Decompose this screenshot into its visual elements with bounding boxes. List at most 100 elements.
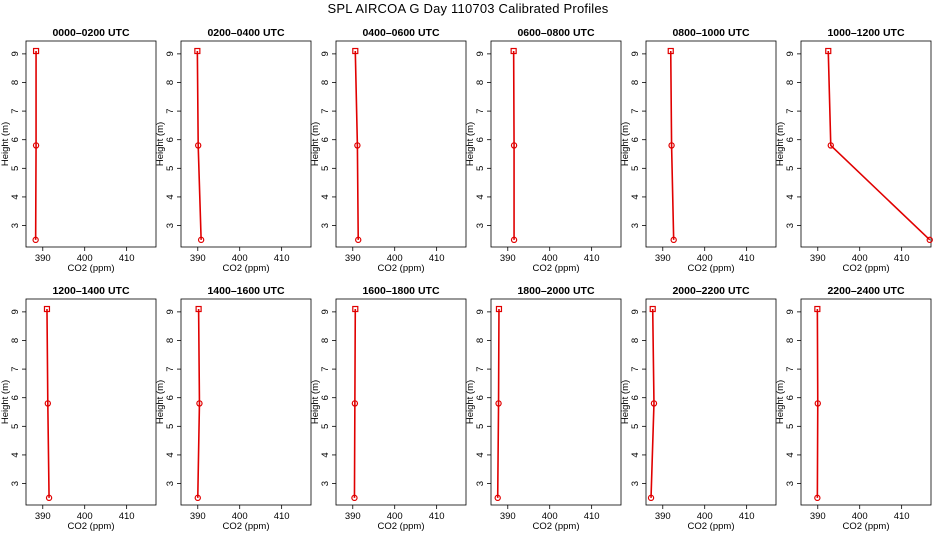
- x-tick-label-10-390: 390: [655, 511, 671, 522]
- y-tick-label-4-4: 4: [630, 194, 641, 199]
- panel-title-7: 1400–1600 UTC: [207, 285, 284, 297]
- y-tick-label-2-7: 7: [320, 108, 331, 113]
- y-tick-label-8-5: 5: [320, 424, 331, 429]
- profile-line-9: [496, 309, 500, 498]
- panel-title-4: 0800–1000 UTC: [672, 27, 749, 39]
- data-point-5-0: [926, 236, 933, 244]
- x-tick-label-6-390: 390: [35, 511, 51, 522]
- y-tick-label-5-4: 4: [785, 194, 796, 199]
- y-axis-label-3: Height (m): [465, 122, 476, 166]
- profile-line-5: [827, 50, 931, 241]
- y-tick-label-4-8: 8: [630, 80, 641, 85]
- y-tick-label-9-5: 5: [475, 424, 486, 429]
- y-tick-label-10-4: 4: [630, 452, 641, 457]
- y-tick-label-5-6: 6: [785, 137, 796, 142]
- x-tick-label-0-400: 400: [77, 253, 93, 264]
- data-point-6-2: [43, 305, 51, 313]
- y-tick-label-10-5: 5: [630, 424, 641, 429]
- y-tick-label-6-8: 8: [10, 338, 21, 343]
- data-point-4-2: [667, 47, 674, 55]
- y-tick-label-5-3: 3: [785, 223, 796, 228]
- x-tick-label-8-410: 410: [429, 511, 445, 522]
- x-axis-label-2: CO2 (ppm): [378, 263, 425, 274]
- x-tick-label-7-390: 390: [190, 511, 206, 522]
- data-point-0-0: [32, 236, 39, 244]
- y-tick-label-8-3: 3: [320, 481, 331, 486]
- y-tick-label-2-4: 4: [320, 194, 331, 199]
- y-axis-label-2: Height (m): [310, 122, 321, 166]
- y-tick-label-7-8: 8: [165, 338, 176, 343]
- y-tick-label-11-4: 4: [785, 452, 796, 457]
- y-tick-label-6-7: 7: [10, 366, 21, 371]
- x-tick-label-5-410: 410: [894, 253, 910, 264]
- profile-line-8: [353, 309, 357, 498]
- plot-frame-11: [800, 298, 932, 506]
- panel-title-3: 0600–0800 UTC: [517, 27, 594, 39]
- data-point-6-0: [45, 494, 53, 502]
- y-tick-label-11-3: 3: [785, 481, 796, 486]
- data-point-3-0: [510, 236, 518, 244]
- plot-frame-6: [25, 298, 157, 506]
- x-tick-label-9-410: 410: [584, 511, 600, 522]
- panel-title-5: 1000–1200 UTC: [827, 27, 904, 39]
- y-tick-label-6-3: 3: [10, 481, 21, 486]
- data-point-2-1: [354, 142, 361, 149]
- x-tick-label-4-400: 400: [697, 253, 713, 264]
- x-axis-label-6: CO2 (ppm): [68, 521, 115, 532]
- x-tick-label-6-410: 410: [119, 511, 135, 522]
- y-axis-label-10: Height (m): [620, 380, 631, 424]
- x-axis-label-7: CO2 (ppm): [223, 521, 270, 532]
- y-tick-label-9-6: 6: [475, 395, 486, 400]
- x-tick-label-2-390: 390: [345, 253, 361, 264]
- x-tick-label-11-410: 410: [894, 511, 910, 522]
- y-tick-label-10-6: 6: [630, 395, 641, 400]
- plot-frame-4: [645, 40, 777, 248]
- y-tick-label-2-8: 8: [320, 80, 331, 85]
- y-tick-label-3-8: 8: [475, 80, 486, 85]
- panel-title-0: 0000–0200 UTC: [52, 27, 129, 39]
- y-tick-label-2-3: 3: [320, 223, 331, 228]
- data-point-8-0: [351, 494, 358, 502]
- y-tick-label-1-9: 9: [165, 51, 176, 56]
- x-tick-label-4-410: 410: [739, 253, 755, 264]
- data-point-11-0: [814, 494, 821, 502]
- profile-line-7: [196, 309, 201, 498]
- y-tick-label-7-9: 9: [165, 309, 176, 314]
- x-axis-label-3: CO2 (ppm): [533, 263, 580, 274]
- x-axis-label-0: CO2 (ppm): [68, 263, 115, 274]
- profile-line-10: [650, 308, 655, 498]
- y-tick-label-5-9: 9: [785, 51, 796, 56]
- y-tick-label-11-6: 6: [785, 395, 796, 400]
- plot-frame-9: [490, 298, 622, 506]
- y-axis-label-1: Height (m): [155, 122, 166, 166]
- y-tick-label-1-4: 4: [165, 194, 176, 199]
- plot-frame-7: [180, 298, 312, 506]
- data-point-0-1: [32, 142, 40, 149]
- profile-line-4: [669, 51, 675, 240]
- y-tick-label-0-4: 4: [10, 194, 21, 199]
- y-axis-label-5: Height (m): [775, 122, 786, 166]
- x-tick-label-4-390: 390: [655, 253, 671, 264]
- x-tick-label-9-390: 390: [500, 511, 516, 522]
- data-point-5-2: [825, 47, 832, 55]
- plot-frame-5: [800, 40, 932, 248]
- data-point-1-0: [197, 236, 205, 244]
- y-tick-label-4-6: 6: [630, 137, 641, 142]
- data-point-8-1: [351, 400, 359, 407]
- x-axis-label-1: CO2 (ppm): [223, 263, 270, 274]
- figure-title: SPL AIRCOA G Day 110703 Calibrated Profi…: [327, 1, 609, 16]
- data-point-2-2: [352, 47, 359, 55]
- y-tick-label-0-7: 7: [10, 108, 21, 113]
- x-tick-label-0-410: 410: [119, 253, 135, 264]
- y-tick-label-11-9: 9: [785, 309, 796, 314]
- data-point-9-1: [495, 400, 502, 407]
- x-tick-label-3-410: 410: [584, 253, 600, 264]
- data-point-3-2: [510, 47, 517, 55]
- data-point-11-2: [814, 305, 821, 313]
- y-tick-label-3-3: 3: [475, 223, 486, 228]
- y-tick-label-5-8: 8: [785, 80, 796, 85]
- y-axis-label-0: Height (m): [0, 122, 11, 166]
- y-tick-label-9-8: 8: [475, 338, 486, 343]
- y-tick-label-2-6: 6: [320, 137, 331, 142]
